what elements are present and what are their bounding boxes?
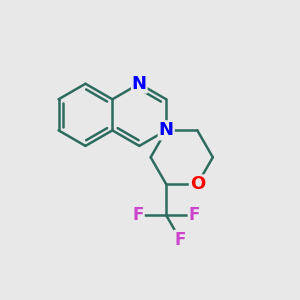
Text: F: F <box>188 206 200 224</box>
Text: F: F <box>133 206 144 224</box>
Text: F: F <box>175 230 186 248</box>
Text: N: N <box>159 122 174 140</box>
Text: N: N <box>132 75 147 93</box>
Text: O: O <box>190 175 205 193</box>
Text: N: N <box>159 122 174 140</box>
